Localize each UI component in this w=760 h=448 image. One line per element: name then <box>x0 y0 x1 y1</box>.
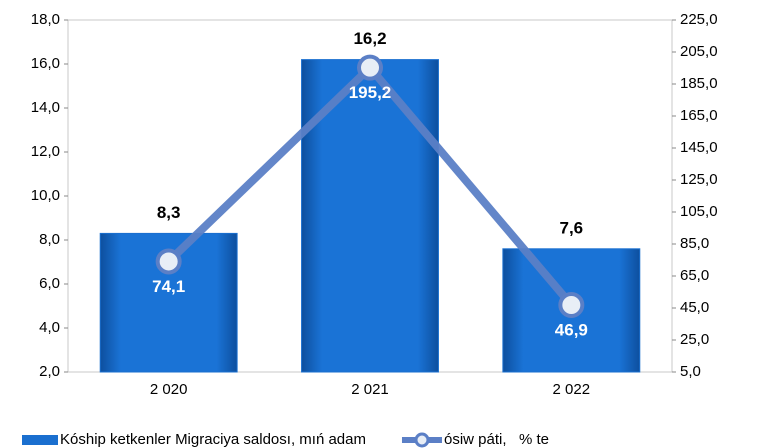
line-marker <box>558 291 585 318</box>
line-marker <box>357 54 383 81</box>
bar-value-label: 16,2 <box>353 29 386 48</box>
bar-value-label: 8,3 <box>157 203 181 222</box>
y2-tick-label: 145,0 <box>680 139 718 156</box>
line-value-label: 195,2 <box>349 83 392 102</box>
y2-tick-label: 5,0 <box>680 363 701 380</box>
y-tick-label: 14,0 <box>31 99 60 116</box>
legend-label: ósiw páti, % te <box>444 431 549 448</box>
y2-tick-label: 25,0 <box>680 331 709 348</box>
y2-tick-label: 85,0 <box>680 235 709 252</box>
legend-swatch <box>22 435 58 445</box>
legend-swatch <box>414 432 430 448</box>
y-tick-label: 18,0 <box>31 11 60 28</box>
y-tick-label: 10,0 <box>31 187 60 204</box>
y2-tick-label: 105,0 <box>680 203 718 220</box>
y-tick-label: 4,0 <box>39 319 60 336</box>
y2-tick-label: 225,0 <box>680 11 718 28</box>
x-tick-label: 2 021 <box>351 381 389 398</box>
line-value-label: 46,9 <box>555 320 588 339</box>
line-marker <box>155 248 182 275</box>
x-tick-label: 2 020 <box>150 381 188 398</box>
bar <box>301 59 439 373</box>
y-tick-label: 12,0 <box>31 143 60 160</box>
y2-tick-label: 45,0 <box>680 299 709 316</box>
y2-tick-label: 165,0 <box>680 107 718 124</box>
legend-label: Kóship ketkenler Migraciya saldosı, mıń … <box>60 431 366 448</box>
y-tick-label: 16,0 <box>31 55 60 72</box>
y-tick-label: 2,0 <box>39 363 60 380</box>
y2-tick-label: 125,0 <box>680 171 718 188</box>
y2-tick-label: 205,0 <box>680 43 718 60</box>
y-tick-label: 8,0 <box>39 231 60 248</box>
bar-value-label: 7,6 <box>560 218 584 237</box>
y-tick-label: 6,0 <box>39 275 60 292</box>
x-tick-label: 2 022 <box>553 381 591 398</box>
line-value-label: 74,1 <box>152 277 185 296</box>
y2-tick-label: 185,0 <box>680 75 718 92</box>
y2-tick-label: 65,0 <box>680 267 709 284</box>
